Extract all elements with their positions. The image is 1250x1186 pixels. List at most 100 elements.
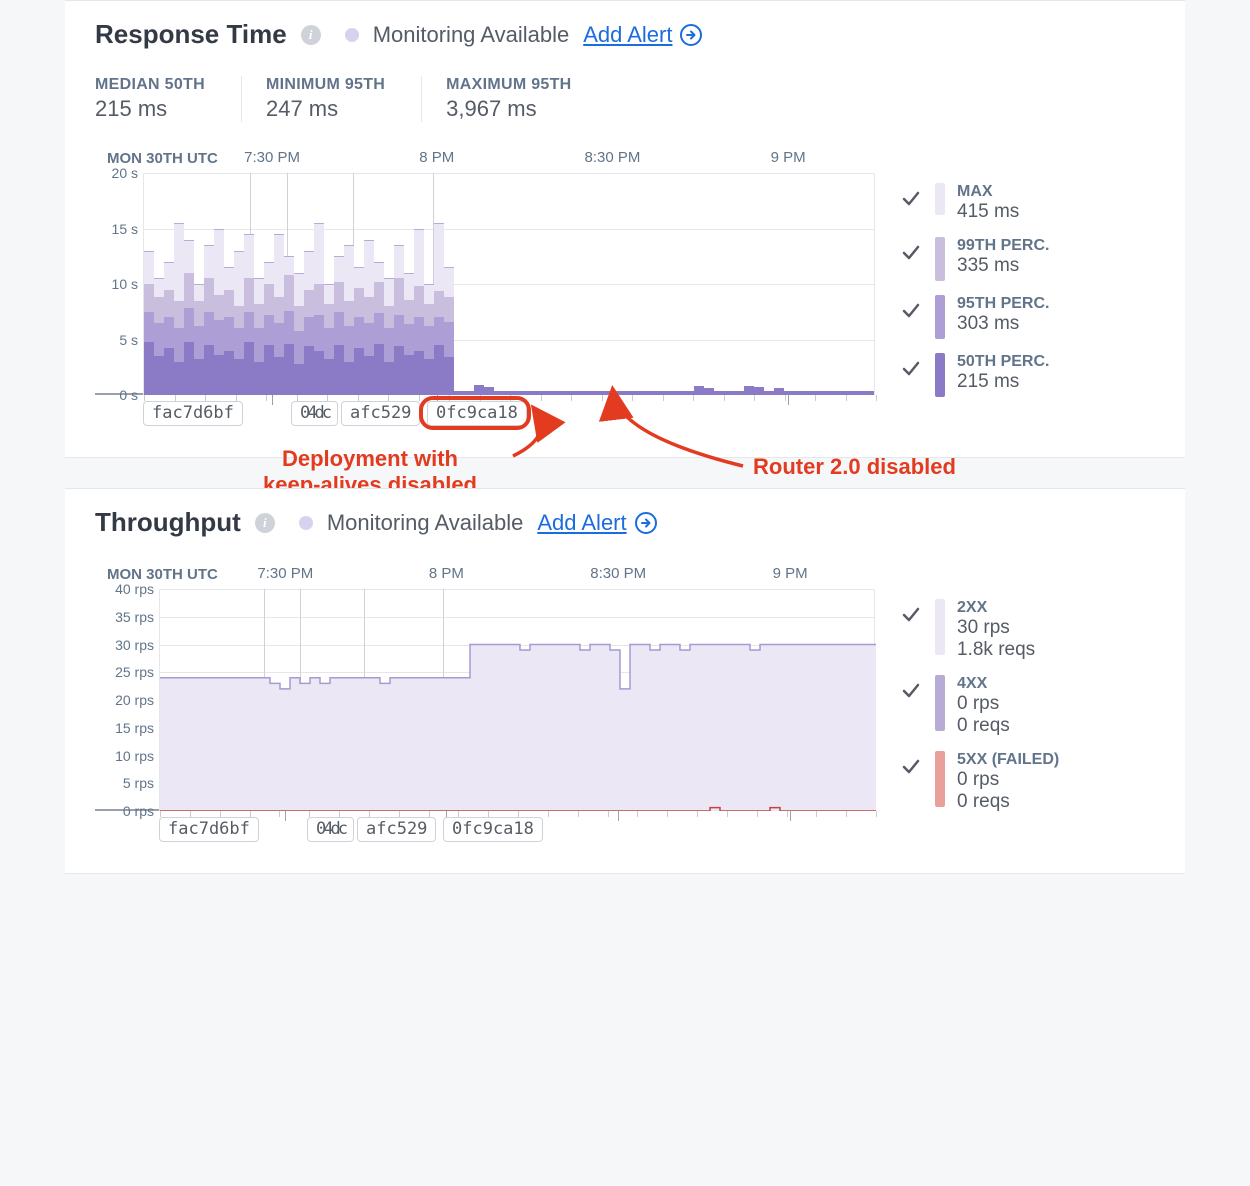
legend-swatch xyxy=(935,599,945,655)
legend-swatch xyxy=(935,295,945,339)
bar xyxy=(634,173,644,395)
panel-header: Throughput i Monitoring Available Add Al… xyxy=(95,507,1185,538)
bar xyxy=(434,173,444,395)
annotation-right-text: Router 2.0 disabled xyxy=(753,454,956,480)
legend-text: 5XX (FAILED)0 rps0 reqs xyxy=(957,751,1059,813)
bar xyxy=(754,173,764,395)
info-icon[interactable]: i xyxy=(301,25,321,45)
x-tick-label: 9 PM xyxy=(771,149,806,167)
add-alert-label: Add Alert xyxy=(583,22,672,48)
bar xyxy=(194,173,204,395)
legend-swatch xyxy=(935,353,945,397)
legend-text: 99TH PERC.335 ms xyxy=(957,237,1049,277)
legend-item[interactable]: 95TH PERC.303 ms xyxy=(901,295,1049,339)
y-tick-label: 20 s xyxy=(112,165,138,181)
panel-title: Throughput xyxy=(95,507,241,538)
bar xyxy=(664,173,674,395)
y-tick-label: 15 s xyxy=(112,221,138,237)
bar xyxy=(704,173,714,395)
x-tick-label: 7:30 PM xyxy=(257,565,313,583)
x-tick-label: 8:30 PM xyxy=(585,149,641,167)
bar xyxy=(554,173,564,395)
bar xyxy=(314,173,324,395)
bar xyxy=(854,173,864,395)
legend-item[interactable]: MAX415 ms xyxy=(901,183,1049,223)
deploy-pill[interactable]: 04dc xyxy=(291,401,338,426)
y-tick-label: 5 rps xyxy=(123,775,154,791)
panel-header: Response Time i Monitoring Available Add… xyxy=(95,19,1185,50)
bar xyxy=(484,173,494,395)
deploy-pill[interactable]: afc529 xyxy=(341,401,420,426)
bar xyxy=(424,173,434,395)
deploy-pill[interactable]: afc529 xyxy=(357,817,436,842)
check-icon xyxy=(901,681,923,706)
stat: MINIMUM 95TH247 ms xyxy=(266,76,422,122)
bar xyxy=(654,173,664,395)
add-alert-link[interactable]: Add Alert xyxy=(537,510,656,536)
legend-text: 50TH PERC.215 ms xyxy=(957,353,1049,393)
legend-item[interactable]: 4XX0 rps0 reqs xyxy=(901,675,1059,737)
bar xyxy=(674,173,684,395)
bar xyxy=(584,173,594,395)
bar xyxy=(564,173,574,395)
status-dot-icon xyxy=(345,28,359,42)
y-tick-label: 15 rps xyxy=(115,720,154,736)
bar xyxy=(794,173,804,395)
stat-label: MEDIAN 50TH xyxy=(95,76,205,94)
bar xyxy=(824,173,834,395)
legend-swatch xyxy=(935,183,945,215)
deploy-pill[interactable]: fac7d6bf xyxy=(143,401,243,426)
y-tick-label: 0 s xyxy=(119,387,138,403)
bar xyxy=(264,173,274,395)
legend-item[interactable]: 2XX30 rps1.8k reqs xyxy=(901,599,1059,661)
deployment-markers: fac7d6bf 04dcafc529 0fc9ca18 xyxy=(159,817,875,851)
bar xyxy=(524,173,534,395)
add-alert-link[interactable]: Add Alert xyxy=(583,22,702,48)
bar xyxy=(774,173,784,395)
stat-value: 215 ms xyxy=(95,96,205,122)
legend-item[interactable]: 5XX (FAILED)0 rps0 reqs xyxy=(901,751,1059,813)
throughput-panel: Throughput i Monitoring Available Add Al… xyxy=(65,488,1185,874)
bar xyxy=(494,173,504,395)
legend-item[interactable]: 50TH PERC.215 ms xyxy=(901,353,1049,397)
deploy-pill[interactable]: fac7d6bf xyxy=(159,817,259,842)
bar xyxy=(514,173,524,395)
bar xyxy=(544,173,554,395)
y-tick-label: 35 rps xyxy=(115,609,154,625)
check-icon xyxy=(901,301,923,326)
bar xyxy=(574,173,584,395)
y-tick-label: 25 rps xyxy=(115,664,154,680)
bar xyxy=(784,173,794,395)
bar xyxy=(464,173,474,395)
bar xyxy=(714,173,724,395)
bar xyxy=(344,173,354,395)
info-icon[interactable]: i xyxy=(255,513,275,533)
x-tick-label: 8 PM xyxy=(419,149,454,167)
deploy-pill[interactable]: 0fc9ca18 xyxy=(443,817,543,842)
check-icon xyxy=(901,359,923,384)
bar xyxy=(814,173,824,395)
response-time-panel: Response Time i Monitoring Available Add… xyxy=(65,0,1185,458)
bar xyxy=(254,173,264,395)
throughput-legend: 2XX30 rps1.8k reqs 4XX0 rps0 reqs 5XX (FAI… xyxy=(901,589,1059,851)
legend-swatch xyxy=(935,751,945,807)
x-minor-tick xyxy=(876,811,877,817)
deploy-pill[interactable]: 04dc xyxy=(307,817,354,842)
legend-text: MAX415 ms xyxy=(957,183,1019,223)
bar xyxy=(214,173,224,395)
bar xyxy=(244,173,254,395)
bar xyxy=(604,173,614,395)
legend-text: 95TH PERC.303 ms xyxy=(957,295,1049,335)
bar xyxy=(474,173,484,395)
bar xyxy=(354,173,364,395)
throughput-chart: 0 rps5 rps10 rps15 rps20 rps25 rps30 rps… xyxy=(95,589,875,851)
bar xyxy=(144,173,154,395)
bar xyxy=(394,173,404,395)
stat-label: MAXIMUM 95TH xyxy=(446,76,571,94)
status-text: Monitoring Available xyxy=(373,22,570,48)
bar xyxy=(164,173,174,395)
bar xyxy=(684,173,694,395)
bar xyxy=(644,173,654,395)
stat-label: MINIMUM 95TH xyxy=(266,76,385,94)
legend-item[interactable]: 99TH PERC.335 ms xyxy=(901,237,1049,281)
